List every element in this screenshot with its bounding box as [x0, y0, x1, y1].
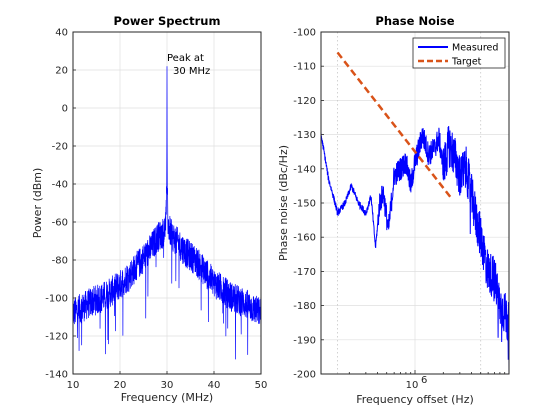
legend-label-target: Target: [451, 57, 482, 68]
power-spectrum-title: Power Spectrum: [114, 14, 221, 28]
peak-annotation-line1: Peak at: [167, 53, 204, 64]
phase-noise-ytick-label: -170: [293, 267, 316, 278]
phase-noise-ytick-label: -130: [293, 130, 316, 141]
power-spectrum-xtick-label: 20: [114, 380, 127, 391]
phase-noise-ytick-label: -190: [293, 335, 316, 346]
power-spectrum-ytick-label: 40: [55, 28, 68, 39]
power-spectrum-ytick-label: -140: [45, 370, 68, 381]
phase-noise-ytick-label: -150: [293, 199, 316, 210]
power-spectrum-xtick-label: 50: [255, 380, 268, 391]
power-spectrum-xtick-label: 10: [67, 380, 80, 391]
power-spectrum-xtick-label: 30: [161, 380, 174, 391]
phase-noise-axes: -200 -190 -180 -170 -160 -150 -140 -130 -120 -110…: [277, 14, 510, 406]
phase-noise-ylabel: Phase noise (dBc/Hz): [277, 145, 290, 261]
phase-noise-xtick-exponent: 6: [421, 375, 427, 386]
power-spectrum-ytick-label: -100: [45, 294, 68, 305]
phase-noise-legend: Measured Target: [412, 37, 506, 69]
power-spectrum-ytick-label: 20: [55, 66, 68, 77]
phase-noise-xtick-label: 10: [406, 380, 419, 391]
power-spectrum-xtick-label: 40: [208, 380, 221, 391]
phase-noise-ticks: -200 -190 -180 -170 -160 -150 -140 -130 -120 -110…: [293, 28, 506, 391]
legend-label-measured: Measured: [452, 43, 498, 54]
phase-noise-ytick-label: -160: [293, 233, 316, 244]
power-spectrum-axes: 10 20 30 40 50-140-120-100-80-60-40-2002040 …: [31, 14, 267, 404]
phase-noise-ytick-label: -100: [293, 28, 316, 39]
power-spectrum-ytick-label: -40: [52, 180, 68, 191]
power-spectrum-ytick-label: -20: [52, 142, 68, 153]
power-spectrum-ylabel: Power (dBm): [31, 168, 44, 239]
phase-noise-xlabel: Frequency offset (Hz): [356, 393, 474, 406]
power-spectrum-ytick-label: -120: [45, 332, 68, 343]
power-spectrum-ytick-label: 0: [62, 104, 68, 115]
phase-noise-series: [320, 51, 510, 375]
phase-noise-ytick-label: -110: [293, 62, 316, 73]
phase-noise-target-line: [336, 51, 454, 201]
power-spectrum-xlabel: Frequency (MHz): [121, 391, 213, 404]
phase-noise-ytick-label: -120: [293, 96, 316, 107]
power-spectrum-line: [72, 66, 262, 360]
phase-noise-ytick-label: -180: [293, 301, 316, 312]
phase-noise-title: Phase Noise: [375, 14, 454, 28]
power-spectrum-series: [72, 66, 262, 360]
peak-annotation-line2: 30 MHz: [173, 66, 210, 77]
power-spectrum-ytick-label: -80: [52, 256, 68, 267]
power-spectrum-ytick-label: -60: [52, 218, 68, 229]
phase-noise-ytick-label: -140: [293, 164, 316, 175]
phase-noise-ytick-label: -200: [293, 370, 316, 381]
phase-noise-measured-line: [320, 125, 510, 375]
legend-box: [412, 37, 506, 69]
power-spectrum-ticks: 10 20 30 40 50 -140 -120 -100 -80 -60 -40 -20 0 20 40: [45, 28, 267, 392]
